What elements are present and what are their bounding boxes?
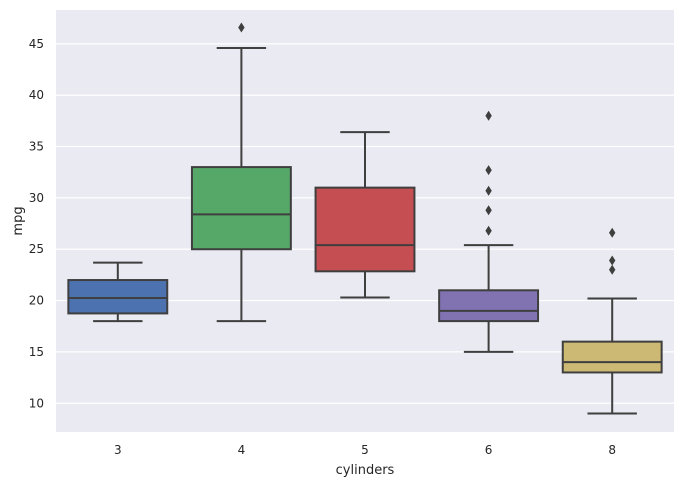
x-tick-labels: 3 4 5 6 8 [114, 443, 616, 457]
iqr-box [190, 166, 292, 251]
outlier-point [609, 255, 616, 266]
outlier-point [485, 185, 492, 196]
x-axis-label: cylinders [336, 463, 395, 478]
y-tick-label: 40 [29, 88, 44, 102]
y-tick-label: 30 [29, 191, 44, 205]
x-tick-label: 8 [608, 443, 616, 457]
outlier-point [485, 110, 492, 121]
x-tick-label: 3 [114, 443, 122, 457]
outlier-point [609, 227, 616, 238]
box-5 [314, 131, 416, 299]
y-tick-label: 10 [29, 396, 44, 410]
outlier-point [485, 205, 492, 216]
iqr-box [438, 289, 540, 323]
x-tick-label: 6 [485, 443, 493, 457]
box-3 [67, 261, 169, 323]
box-8 [561, 227, 663, 415]
y-tick-label: 25 [29, 242, 44, 256]
y-tick-label: 15 [29, 345, 44, 359]
y-tick-label: 20 [29, 294, 44, 308]
iqr-box [67, 279, 169, 315]
x-tick-label: 4 [238, 443, 246, 457]
box-4 [190, 22, 292, 323]
outlier-point [485, 165, 492, 176]
y-tick-label: 45 [29, 37, 44, 51]
outlier-point [609, 264, 616, 275]
y-tick-labels: 10 15 20 25 30 35 40 45 [29, 37, 44, 410]
outlier-point [485, 225, 492, 236]
y-axis-label: mpg [11, 206, 26, 235]
outlier-point [238, 22, 245, 33]
boxes [67, 22, 663, 415]
iqr-box [561, 340, 663, 374]
x-tick-label: 5 [361, 443, 369, 457]
box-6 [438, 110, 540, 353]
y-tick-label: 35 [29, 140, 44, 154]
iqr-box [314, 186, 416, 273]
